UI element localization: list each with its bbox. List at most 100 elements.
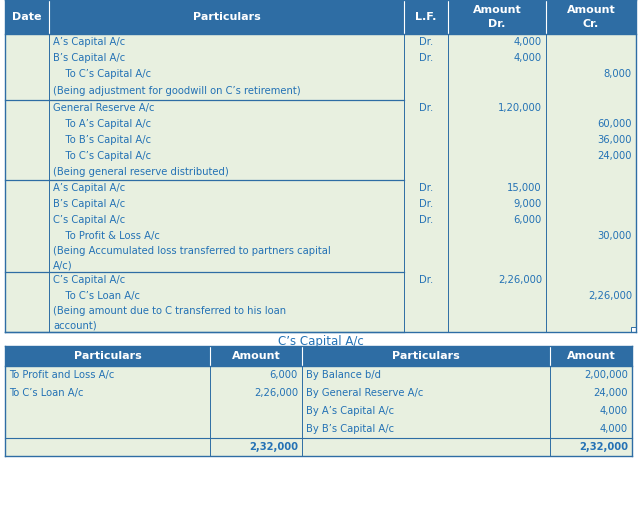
- Bar: [546, 116, 636, 132]
- Text: (Being Accumulated loss transferred to partners capital: (Being Accumulated loss transferred to p…: [53, 246, 331, 256]
- Bar: [448, 50, 546, 66]
- Text: 4,000: 4,000: [514, 37, 542, 47]
- Bar: [546, 82, 636, 100]
- Text: Dr.: Dr.: [419, 53, 433, 63]
- Bar: [49, 34, 404, 50]
- Bar: [302, 420, 550, 438]
- Text: L.F.: L.F.: [415, 12, 437, 22]
- Text: 24,000: 24,000: [597, 151, 632, 161]
- Bar: [448, 288, 546, 304]
- Bar: [448, 196, 546, 212]
- Bar: [550, 420, 632, 438]
- Bar: [210, 346, 302, 366]
- Text: Amount: Amount: [567, 5, 615, 15]
- Bar: [210, 438, 302, 456]
- Bar: [448, 148, 546, 164]
- Bar: [302, 384, 550, 402]
- Text: Cr.: Cr.: [583, 19, 599, 29]
- Text: To B’s Capital A/c: To B’s Capital A/c: [53, 135, 151, 145]
- Text: B’s Capital A/c: B’s Capital A/c: [53, 199, 125, 209]
- Bar: [5, 438, 210, 456]
- Bar: [210, 420, 302, 438]
- Text: 2,32,000: 2,32,000: [249, 442, 298, 452]
- Text: By General Reserve A/c: By General Reserve A/c: [306, 388, 423, 398]
- Text: 6,000: 6,000: [513, 215, 542, 225]
- Text: To C’s Loan A/c: To C’s Loan A/c: [53, 291, 140, 301]
- Bar: [546, 132, 636, 148]
- Bar: [546, 272, 636, 288]
- Bar: [550, 402, 632, 420]
- Bar: [302, 366, 550, 384]
- Bar: [404, 0, 448, 34]
- Text: To C’s Capital A/c: To C’s Capital A/c: [53, 151, 151, 161]
- Text: Dr.: Dr.: [419, 183, 433, 193]
- Text: To C’s Loan A/c: To C’s Loan A/c: [9, 388, 83, 398]
- Bar: [448, 164, 546, 180]
- Bar: [49, 82, 404, 100]
- Text: 4,000: 4,000: [600, 406, 628, 416]
- Bar: [546, 196, 636, 212]
- Bar: [49, 196, 404, 212]
- Bar: [210, 402, 302, 420]
- Text: 2,00,000: 2,00,000: [584, 370, 628, 380]
- Bar: [546, 180, 636, 196]
- Bar: [302, 438, 550, 456]
- Text: To A’s Capital A/c: To A’s Capital A/c: [53, 119, 151, 129]
- Bar: [49, 132, 404, 148]
- Text: Dr.: Dr.: [419, 275, 433, 285]
- Text: 9,000: 9,000: [513, 199, 542, 209]
- Bar: [404, 228, 448, 244]
- Bar: [49, 66, 404, 82]
- Bar: [546, 50, 636, 66]
- Text: 2,26,000: 2,26,000: [254, 388, 298, 398]
- Text: 24,000: 24,000: [594, 388, 628, 398]
- Text: Dr.: Dr.: [419, 37, 433, 47]
- Text: Dr.: Dr.: [419, 103, 433, 113]
- Text: A/c): A/c): [53, 260, 72, 270]
- Text: 8,000: 8,000: [604, 69, 632, 79]
- Bar: [5, 82, 49, 100]
- Bar: [546, 0, 636, 34]
- Bar: [5, 180, 49, 196]
- Text: Date: Date: [12, 12, 42, 22]
- Bar: [546, 288, 636, 304]
- Bar: [49, 180, 404, 196]
- Text: Dr.: Dr.: [419, 215, 433, 225]
- Bar: [448, 0, 546, 34]
- Bar: [550, 366, 632, 384]
- Bar: [49, 116, 404, 132]
- Text: Dr.: Dr.: [488, 19, 506, 29]
- Text: (Being adjustment for goodwill on C’s retirement): (Being adjustment for goodwill on C’s re…: [53, 86, 301, 96]
- Text: By A’s Capital A/c: By A’s Capital A/c: [306, 406, 394, 416]
- Bar: [404, 82, 448, 100]
- Bar: [546, 66, 636, 82]
- Bar: [448, 34, 546, 50]
- Bar: [404, 66, 448, 82]
- Bar: [5, 116, 49, 132]
- Text: 1,20,000: 1,20,000: [498, 103, 542, 113]
- Bar: [546, 100, 636, 116]
- Bar: [404, 148, 448, 164]
- Bar: [49, 272, 404, 288]
- Bar: [5, 50, 49, 66]
- Bar: [210, 366, 302, 384]
- Bar: [404, 50, 448, 66]
- Text: Amount: Amount: [472, 5, 521, 15]
- Bar: [404, 212, 448, 228]
- Bar: [5, 148, 49, 164]
- Text: 36,000: 36,000: [597, 135, 632, 145]
- Text: 6,000: 6,000: [270, 370, 298, 380]
- Bar: [5, 132, 49, 148]
- Bar: [5, 304, 49, 332]
- Bar: [546, 228, 636, 244]
- Bar: [49, 148, 404, 164]
- Bar: [404, 164, 448, 180]
- Bar: [448, 244, 546, 272]
- Text: B’s Capital A/c: B’s Capital A/c: [53, 53, 125, 63]
- Bar: [546, 164, 636, 180]
- Bar: [302, 402, 550, 420]
- Bar: [5, 402, 210, 420]
- Bar: [5, 66, 49, 82]
- Bar: [448, 228, 546, 244]
- Bar: [302, 346, 550, 366]
